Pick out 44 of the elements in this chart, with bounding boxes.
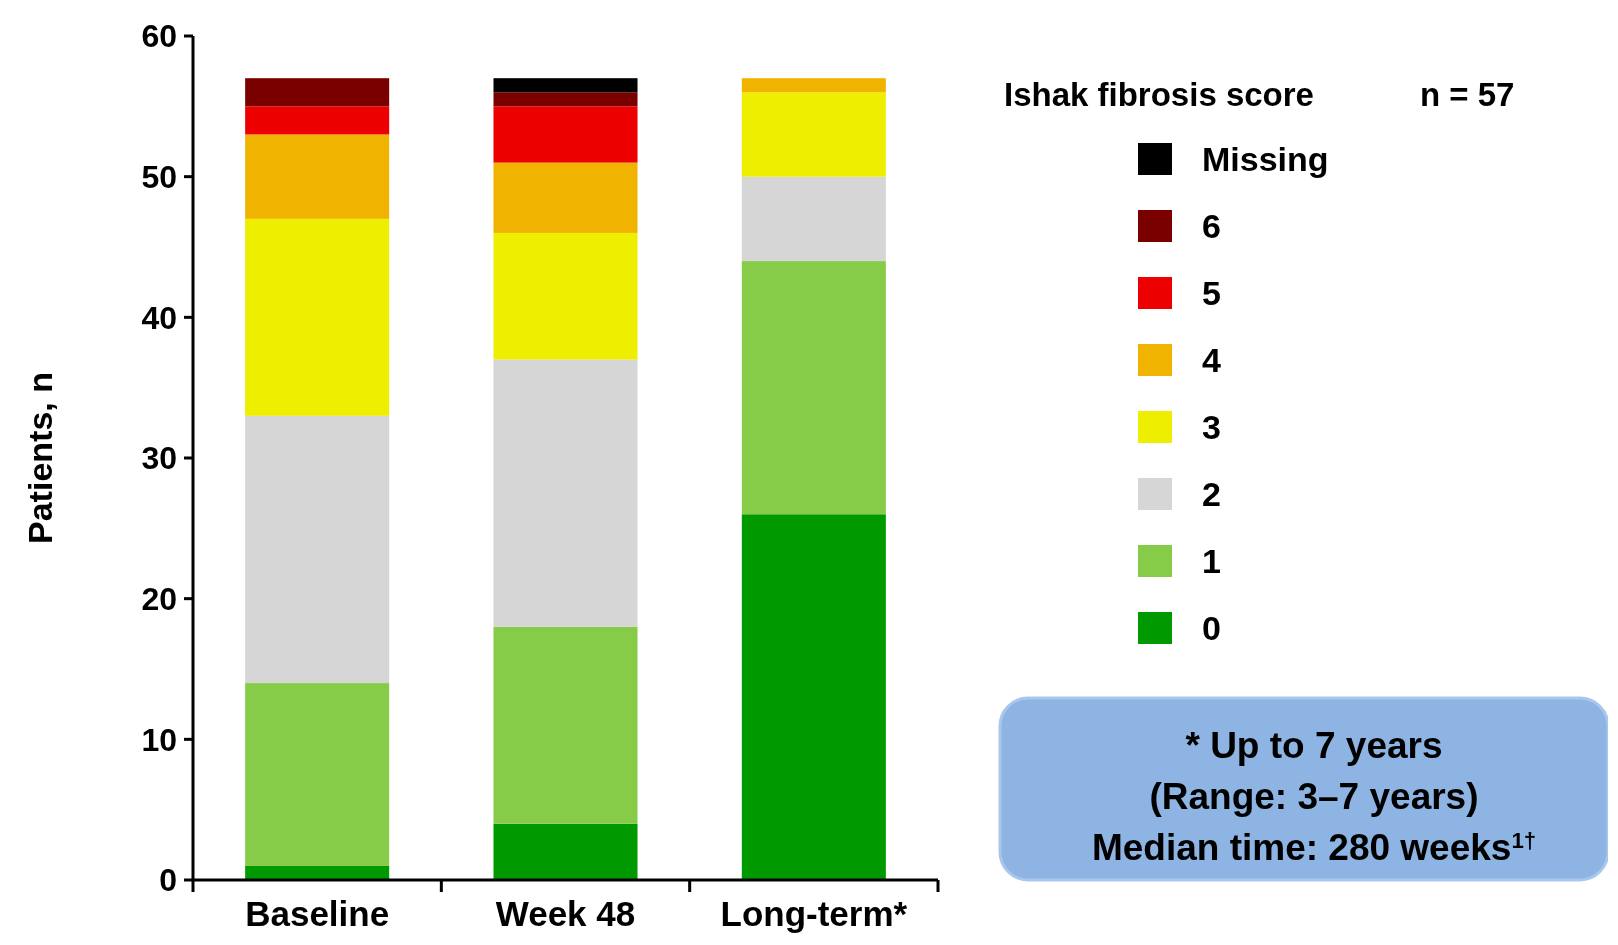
y-tick-label: 30 — [141, 440, 177, 477]
legend-title: Ishak fibrosis score — [1004, 76, 1314, 113]
bar — [493, 232, 638, 360]
bar — [245, 415, 390, 684]
bar — [245, 106, 390, 135]
y-tick-label: 0 — [159, 862, 177, 899]
bar — [493, 823, 638, 880]
bar — [493, 92, 638, 107]
bar — [741, 92, 886, 177]
text: (Range: 3–7 years) — [1149, 776, 1479, 817]
y-tick-label: 40 — [141, 299, 177, 336]
y-tick-label: 10 — [141, 721, 177, 758]
text: n = 57 — [1420, 76, 1515, 113]
legend-label: 1 — [1202, 541, 1221, 580]
legend-label: 3 — [1202, 407, 1221, 446]
bar — [245, 134, 390, 219]
bar — [245, 683, 390, 866]
bar — [493, 78, 638, 93]
text: * Up to 7 years — [1185, 725, 1443, 766]
bar — [741, 261, 886, 515]
legend-label: 6 — [1202, 206, 1221, 245]
x-tick-label: Baseline — [245, 894, 390, 933]
bar — [741, 514, 886, 880]
x-tick-label: Long-term* — [720, 894, 908, 933]
legend-label: 4 — [1202, 340, 1221, 379]
y-tick-label: 50 — [141, 158, 177, 195]
bar — [245, 865, 390, 880]
bar — [245, 218, 390, 416]
bar — [741, 176, 886, 262]
y-tick-label: 20 — [141, 580, 177, 617]
bar — [245, 78, 390, 107]
legend-label: Missing — [1202, 139, 1329, 178]
legend-label: 0 — [1202, 608, 1221, 647]
text: Median time: 280 weeks$^{1†}$ — [1091, 827, 1537, 868]
y-axis-title: Patients, n — [21, 372, 59, 544]
bar — [493, 162, 638, 233]
legend-label: 2 — [1202, 474, 1221, 513]
x-tick-label: Week 48 — [495, 894, 636, 933]
y-tick-label: 60 — [141, 18, 177, 55]
legend-label: 5 — [1202, 273, 1221, 312]
bar — [493, 359, 638, 627]
bar — [741, 78, 886, 93]
bar — [493, 626, 638, 824]
bar — [493, 106, 638, 163]
